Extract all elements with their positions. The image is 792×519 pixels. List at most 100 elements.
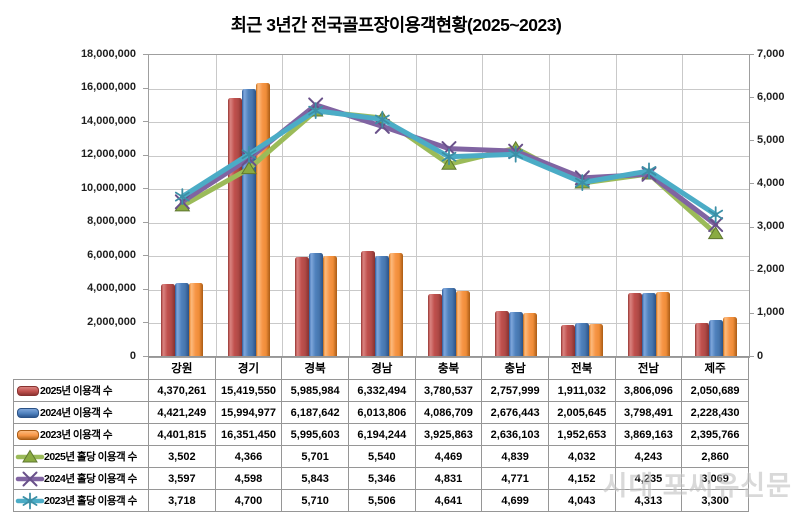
bar: [642, 293, 656, 357]
h-gridline: [149, 88, 749, 90]
table-row: 2024년 이용객 수 4,421,249 15,994,977 6,187,642 6…: [13, 401, 749, 424]
legend-cell: 2024년 이용객 수: [13, 401, 149, 424]
v-gridline: [215, 55, 217, 357]
category-header-row: 강원 경기 경북 경남 충북 충남 전북 전남 제주: [14, 356, 749, 380]
legend-label: 2025년 이용객 수: [40, 385, 113, 397]
bar: [175, 282, 190, 357]
triangle-line-swatch: [15, 449, 45, 462]
value-cell: 2,757,999: [481, 379, 549, 402]
legend-key: 2025년 홀당 이용객 수: [15, 449, 146, 464]
bar: [575, 323, 590, 357]
table-row: 2024년 홀당 이용객 수 3,597 4,598 5,843 5,346 4,831 4…: [13, 467, 749, 490]
right-axis-tick-label: 0: [757, 349, 764, 362]
left-axis-tick-label: 12,000,000: [80, 148, 136, 161]
left-axis-tickmark: [143, 356, 148, 357]
legend-key: 2023년 홀당 이용객 수: [15, 492, 146, 509]
plot-area: [148, 54, 750, 358]
value-cell: 15,994,977: [214, 401, 283, 424]
left-axis-tickmark: [143, 54, 148, 55]
value-cell: 4,421,249: [148, 401, 216, 424]
v-gridline: [549, 55, 550, 357]
value-cell: 3,780,537: [414, 379, 483, 402]
right-axis-tickmark: [749, 226, 754, 228]
value-cell: 3,300: [681, 489, 749, 512]
left-axis-tick-label: 16,000,000: [80, 81, 136, 94]
bar-swatch-blue: [17, 407, 39, 418]
legend-cell: 2023년 이용객 수: [13, 423, 149, 446]
legend-label: 2023년 홀당 이용객 수: [44, 495, 137, 507]
category-label: 전북: [547, 356, 616, 380]
value-cell: 4,641: [414, 489, 483, 512]
value-cell: 5,995,603: [281, 423, 349, 446]
h-gridline: [149, 222, 749, 224]
bar: [656, 292, 670, 357]
legend-cell: 2025년 홀당 이용객 수: [13, 445, 149, 468]
value-cell: 6,187,642: [281, 401, 349, 424]
value-cell: 4,839: [481, 445, 549, 468]
bar: [308, 253, 323, 357]
value-cell: 5,701: [281, 445, 349, 468]
bar: [161, 283, 176, 357]
left-axis-tick-label: 2,000,000: [87, 315, 136, 328]
value-cell: 4,598: [214, 467, 283, 490]
right-axis-tickmark: [749, 54, 754, 55]
bar: [456, 291, 470, 357]
category-label: 경북: [281, 356, 349, 380]
legend-label: 2023년 이용객 수: [40, 429, 113, 441]
left-axis-tickmark: [143, 322, 148, 324]
value-cell: 2,395,766: [681, 423, 749, 446]
bar: [294, 256, 309, 357]
value-cell: 4,700: [214, 489, 283, 512]
right-axis-tick-label: 2,000: [757, 263, 785, 276]
h-gridline: [149, 122, 749, 124]
left-axis-tick-label: 6,000,000: [87, 248, 136, 261]
value-cell: 4,366: [214, 445, 283, 468]
left-axis-tickmark: [143, 87, 148, 89]
right-axis-tick-label: 7,000: [757, 47, 785, 60]
left-axis-tick-label: 0: [129, 349, 136, 362]
legend-key: 2025년 이용객 수: [17, 383, 146, 398]
right-axis-tickmark: [749, 183, 754, 185]
value-cell: 5,843: [281, 467, 349, 490]
right-axis-tickmark: [749, 97, 754, 99]
legend-cell: 2024년 홀당 이용객 수: [13, 467, 149, 490]
bar: [722, 316, 737, 357]
left-axis-tick-label: 18,000,000: [80, 47, 136, 60]
value-cell: 4,370,261: [148, 379, 216, 402]
value-cell: 3,718: [148, 489, 216, 512]
right-axis-tick-label: 3,000: [757, 220, 785, 233]
value-cell: 5,985,984: [281, 379, 349, 402]
v-gridline: [615, 55, 617, 357]
asterisk-line-swatch: [15, 492, 45, 509]
category-label: 전남: [614, 356, 683, 380]
h-gridline: [149, 189, 749, 191]
legend-key: 2023년 이용객 수: [17, 427, 146, 442]
line-series: [174, 102, 724, 224]
right-axis-tick-label: 1,000: [757, 306, 785, 319]
value-cell: 5,346: [347, 467, 416, 490]
legend-label: 2024년 이용객 수: [40, 407, 113, 419]
bar-swatch-orange: [17, 429, 39, 440]
value-cell: 3,597: [148, 467, 216, 490]
right-axis-tick-label: 5,000: [757, 133, 785, 146]
left-axis-tick-label: 10,000,000: [80, 181, 136, 194]
category-label: 충북: [414, 356, 483, 380]
value-cell: 5,710: [281, 489, 349, 512]
value-cell: 3,798,491: [614, 401, 683, 424]
value-cell: 6,194,244: [347, 423, 416, 446]
bar: [508, 312, 523, 357]
value-cell: 2,050,689: [681, 379, 749, 402]
value-cell: 3,869,163: [614, 423, 683, 446]
value-cell: 4,043: [547, 489, 616, 512]
bar: [375, 256, 390, 357]
value-cell: 3,502: [148, 445, 216, 468]
value-cell: 5,540: [347, 445, 416, 468]
right-axis-tickmark: [749, 140, 754, 142]
table-row: 2023년 홀당 이용객 수 3,718 4,700 5,710 5,506 4,641 4…: [13, 489, 749, 512]
value-cell: 4,469: [414, 445, 483, 468]
left-axis-tickmark: [143, 255, 148, 257]
value-cell: 4,152: [547, 467, 616, 490]
right-axis-tickmark: [749, 312, 754, 314]
bar: [561, 324, 576, 357]
value-cell: 15,419,550: [214, 379, 283, 402]
